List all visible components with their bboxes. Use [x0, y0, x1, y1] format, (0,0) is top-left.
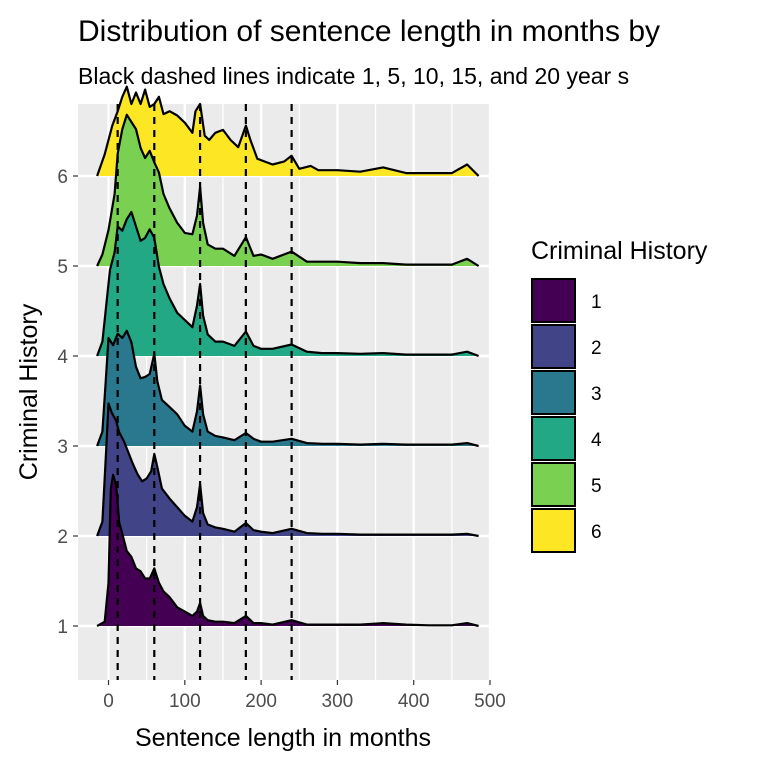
x-tick-label: 300 — [322, 691, 354, 712]
chart-title: Distribution of sentence length in month… — [78, 15, 660, 48]
ridge-outline-6 — [96, 85, 480, 177]
y-tick-label: 1 — [57, 617, 68, 638]
legend-label-5: 5 — [591, 476, 602, 497]
y-tick-label: 6 — [57, 167, 68, 188]
ridge-fill-1 — [97, 474, 479, 626]
reference-lines — [116, 104, 293, 680]
ridge-outline-1 — [96, 473, 479, 628]
legend-swatch-1 — [531, 278, 576, 323]
legend-label-2: 2 — [591, 338, 602, 359]
y-tick-label: 4 — [57, 347, 68, 368]
density-ridges — [96, 85, 480, 628]
chart-subtitle: Black dashed lines indicate 1, 5, 10, 15… — [78, 63, 629, 89]
x-tick-label: 200 — [245, 691, 277, 712]
legend-label-4: 4 — [591, 430, 602, 451]
legend-label-6: 6 — [591, 522, 602, 543]
legend-swatch-4 — [531, 416, 576, 461]
legend-label-1: 1 — [591, 292, 602, 313]
x-tick-label: 400 — [398, 691, 430, 712]
legend: Criminal History 1 2 3 4 5 6 — [531, 237, 708, 553]
ridge-fill-3 — [97, 330, 479, 446]
y-tick-label: 2 — [57, 527, 68, 548]
x-axis-ticks: 0 100 200 300 400 500 — [103, 680, 506, 712]
legend-label-3: 3 — [591, 384, 602, 405]
x-axis-title: Sentence length in months — [135, 724, 431, 752]
legend-swatch-6 — [531, 508, 576, 553]
legend-swatch-2 — [531, 324, 576, 369]
ridge-outline-3 — [96, 329, 479, 448]
x-tick-label: 500 — [474, 691, 506, 712]
legend-swatch-3 — [531, 370, 576, 415]
y-tick-label: 3 — [57, 437, 68, 458]
legend-title: Criminal History — [531, 237, 708, 265]
y-tick-label: 5 — [57, 257, 68, 278]
x-tick-label: 0 — [103, 691, 114, 712]
legend-swatch-5 — [531, 462, 576, 507]
y-axis-ticks: 1 2 3 4 5 6 — [57, 167, 78, 638]
ridge-outline-2 — [96, 402, 479, 538]
ridge-fill-6 — [97, 86, 479, 176]
ridge-outline-4 — [96, 210, 479, 358]
ridge-fill-2 — [97, 403, 479, 536]
y-axis-title: Criminal History — [15, 303, 43, 480]
x-tick-label: 100 — [169, 691, 201, 712]
